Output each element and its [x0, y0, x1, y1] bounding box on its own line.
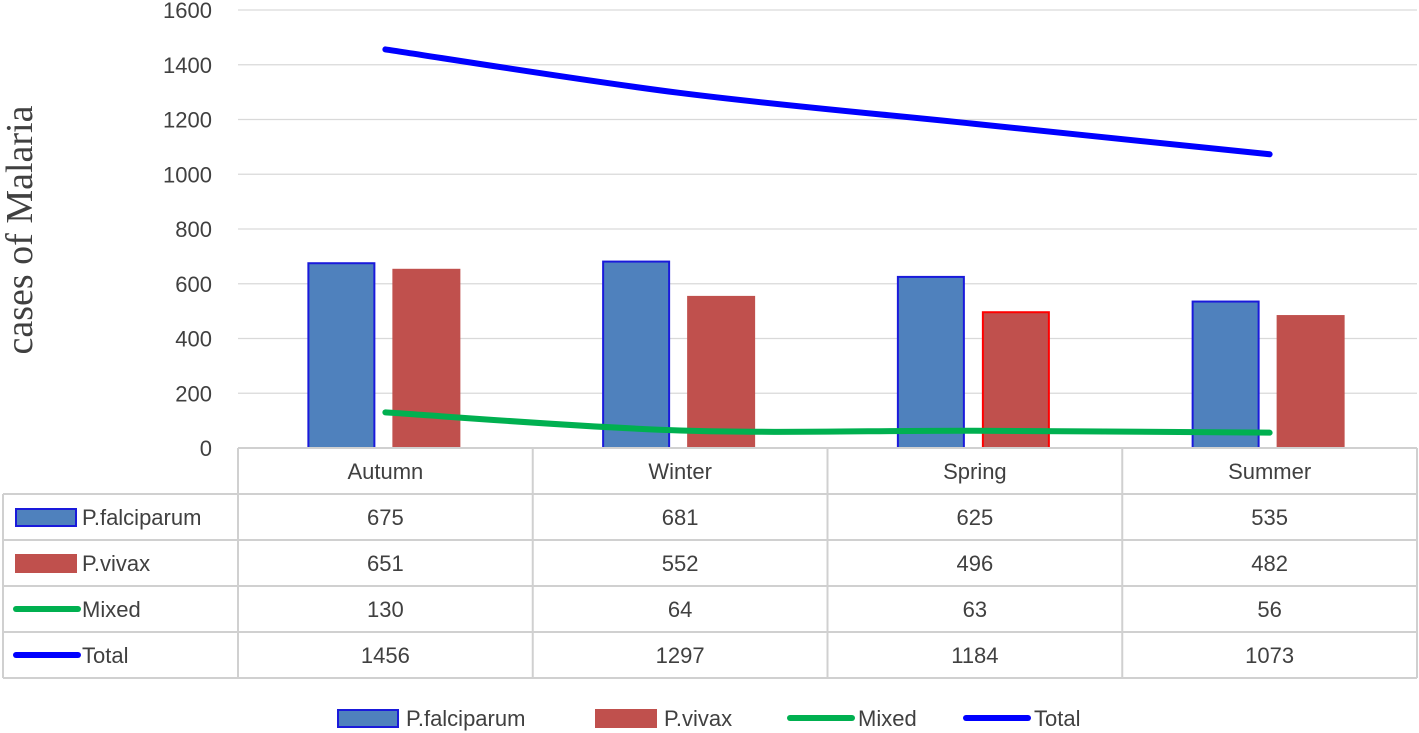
- table-cell: 1184: [951, 643, 998, 668]
- table-cell: 496: [957, 551, 994, 576]
- table-row-label: P.vivax: [82, 551, 150, 576]
- legend-label: P.vivax: [664, 706, 732, 731]
- y-axis-ticks: 0 200 400 600 800 1000 1200 1400 1600: [163, 0, 212, 461]
- y-tick-label: 400: [175, 327, 212, 352]
- table-row-label: Total: [82, 643, 128, 668]
- legend-label: P.falciparum: [406, 706, 525, 731]
- table-cell: 681: [662, 505, 699, 530]
- legend-key-p-falciparum: [15, 508, 77, 527]
- bars: [307, 260, 1345, 450]
- bar-p-falciparum-spring: [896, 275, 965, 449]
- table-cell: 1456: [361, 643, 410, 668]
- table-cell: 56: [1257, 597, 1281, 622]
- legend-label: Total: [1034, 706, 1080, 731]
- y-tick-label: 1000: [163, 162, 212, 187]
- series-lines: [382, 46, 1273, 436]
- legend-key-p-falciparum: [337, 709, 399, 728]
- line-mixed: [382, 409, 1273, 436]
- table-cell: 1297: [656, 643, 705, 668]
- y-axis-label: cases of Malaria: [0, 105, 41, 354]
- legend-key-p-vivax: [15, 554, 77, 573]
- table-cell: 552: [662, 551, 699, 576]
- bar-p-falciparum-summer: [1191, 300, 1260, 450]
- y-tick-label: 800: [175, 217, 212, 242]
- legend-label: Mixed: [858, 706, 917, 731]
- bar-p-falciparum-winter: [602, 260, 671, 450]
- bar-p-falciparum-autumn: [307, 262, 376, 449]
- bar-p-vivax-autumn: [392, 268, 461, 449]
- table-cell: 130: [367, 597, 404, 622]
- x-tick-label: Spring: [943, 459, 1007, 484]
- table-cell: 482: [1251, 551, 1288, 576]
- y-tick-label: 200: [175, 381, 212, 406]
- table-cell: 64: [668, 597, 692, 622]
- y-tick-label: 0: [200, 436, 212, 461]
- x-tick-label: Winter: [648, 459, 712, 484]
- x-tick-label: Summer: [1228, 459, 1311, 484]
- legend-key-p-vivax: [595, 709, 657, 728]
- data-table: Autumn Winter Spring Summer P.falciparum 675 6…: [2, 447, 1418, 679]
- table-cell: 1073: [1245, 643, 1294, 668]
- table-cell: 535: [1251, 505, 1288, 530]
- y-tick-label: 1200: [163, 108, 212, 133]
- bar-p-vivax-summer: [1276, 315, 1345, 449]
- y-tick-label: 1600: [163, 0, 212, 23]
- table-cell: 625: [957, 505, 994, 530]
- line-total: [382, 46, 1273, 158]
- table-cell: 675: [367, 505, 404, 530]
- y-tick-label: 1400: [163, 53, 212, 78]
- bar-p-vivax-spring: [981, 311, 1050, 449]
- table-row-label: Mixed: [82, 597, 141, 622]
- x-tick-label: Autumn: [347, 459, 423, 484]
- legend: P.falciparum P.vivax Mixed Total: [337, 706, 1080, 731]
- y-tick-label: 600: [175, 272, 212, 297]
- table-row-label: P.falciparum: [82, 505, 201, 530]
- bar-p-vivax-winter: [687, 295, 756, 450]
- table-cell: 63: [963, 597, 987, 622]
- table-cell: 651: [367, 551, 404, 576]
